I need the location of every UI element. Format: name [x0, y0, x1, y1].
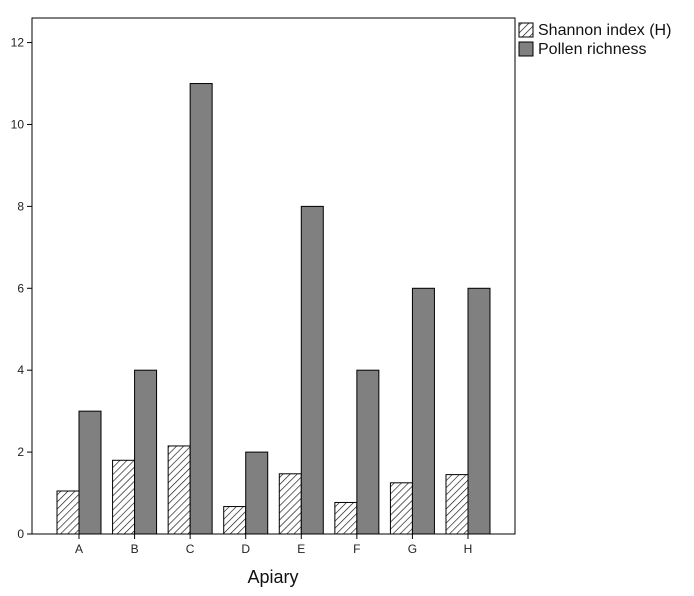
y-tick-label: 6 — [17, 281, 24, 295]
bar-shannon-C — [167, 445, 191, 535]
y-tick-label: 4 — [17, 363, 24, 377]
bar-shannon-A — [56, 490, 80, 535]
bar-shannon-H — [445, 474, 469, 535]
legend-swatch-shannon — [518, 22, 534, 38]
bars — [56, 83, 491, 535]
bar-shannon-D — [223, 506, 247, 535]
bar-richness-E — [300, 205, 324, 535]
legend: Shannon index (H) Pollen richness — [518, 22, 671, 58]
bar-richness-B — [134, 369, 158, 535]
x-tick-label: H — [464, 542, 473, 556]
y-tick-label: 8 — [17, 199, 24, 213]
legend-label-richness: Pollen richness — [538, 41, 647, 58]
bar-shannon-G — [389, 482, 413, 535]
x-axis: A B C D E F G H — [75, 534, 472, 556]
x-tick-label: B — [131, 542, 139, 556]
x-axis-title: Apiary — [247, 567, 298, 587]
y-tick-label: 0 — [17, 527, 24, 541]
bar-richness-F — [356, 369, 380, 535]
bar-shannon-E — [278, 473, 302, 535]
x-tick-label: A — [75, 542, 83, 556]
bar-richness-D — [245, 451, 269, 535]
legend-label-shannon: Shannon index (H) — [538, 22, 671, 39]
y-axis: 0 2 4 6 8 10 12 — [11, 36, 32, 541]
x-tick-label: E — [297, 542, 305, 556]
y-tick-label: 2 — [17, 445, 24, 459]
plot-frame — [31, 17, 516, 535]
bar-shannon-B — [112, 459, 136, 535]
bar-richness-G — [411, 287, 435, 535]
x-tick-label: D — [241, 542, 250, 556]
legend-swatch-richness — [518, 41, 534, 57]
bar-richness-C — [189, 83, 213, 535]
x-tick-label: F — [353, 542, 360, 556]
x-tick-label: G — [408, 542, 417, 556]
bar-richness-A — [78, 410, 102, 535]
bar-richness-H — [467, 287, 491, 535]
bar-shannon-F — [334, 501, 358, 535]
y-tick-label: 12 — [11, 36, 25, 50]
x-tick-label: C — [186, 542, 195, 556]
y-tick-label: 10 — [11, 117, 25, 131]
